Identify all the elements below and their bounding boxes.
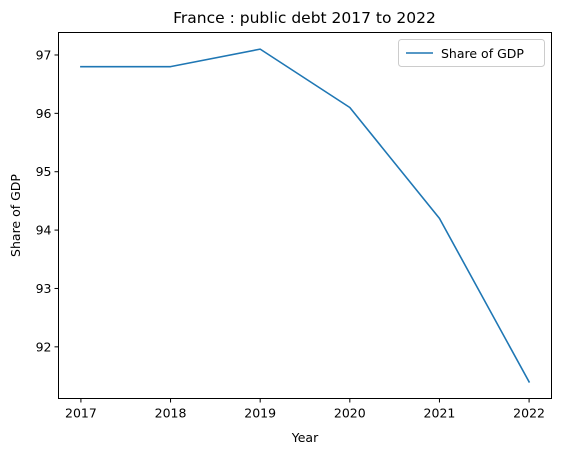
series-line [80,48,531,383]
y-axis-label: Share of GDP [8,174,23,257]
x-axis-label: Year [291,430,319,445]
legend: Share of GDP [398,39,545,67]
y-tick-label: 97 [36,47,52,62]
legend-label: Share of GDP [441,46,524,61]
chart-title: France : public debt 2017 to 2022 [173,9,436,27]
plot-background [58,32,552,399]
y-tick-label: 95 [36,164,52,179]
x-tick-label: 2017 [65,406,97,421]
plot-frame [58,32,552,399]
x-tick-label: 2022 [513,406,545,421]
x-tick-label: 2018 [155,406,187,421]
y-tick-label: 96 [36,106,52,121]
x-tick-label: 2021 [424,406,456,421]
x-tick-label: 2019 [244,406,276,421]
y-tick-label: 94 [36,223,52,238]
y-tick-label: 93 [36,281,52,296]
x-axis: 2017 2018 2019 2020 2021 2022 [65,398,545,421]
plot-area [58,32,552,399]
y-axis: 92 93 94 95 96 97 [36,47,59,354]
x-tick-label: 2020 [334,406,366,421]
series-layer [80,48,531,383]
legend-box [398,39,545,67]
y-tick-label: 92 [36,339,52,354]
